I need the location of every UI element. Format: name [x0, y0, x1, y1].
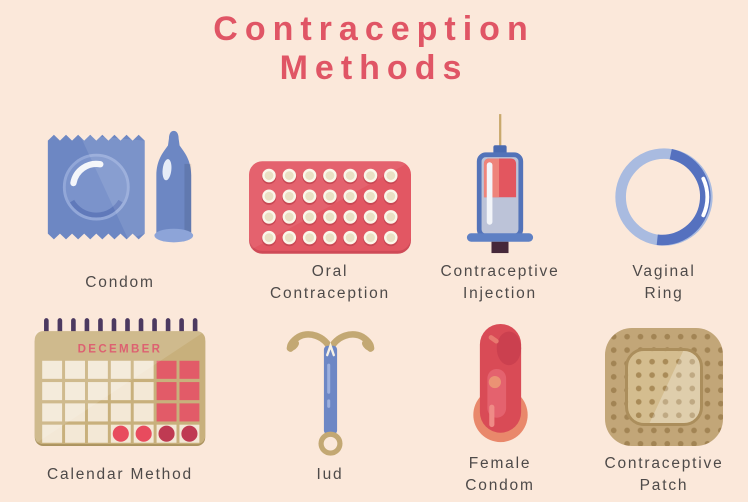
method-condom: Condom: [0, 110, 240, 310]
syringe-icon: [448, 110, 552, 256]
method-vaginal-ring: Vaginal Ring: [580, 110, 748, 310]
method-female-condom: Female Condom: [420, 310, 580, 502]
method-contraceptive-patch: Contraceptive Patch: [580, 310, 748, 502]
patch-illustration: [605, 328, 723, 447]
pill-pack-icon: [249, 110, 411, 256]
condom-icon: [43, 110, 198, 256]
female-condom-icon: [463, 310, 538, 448]
method-label-female-condom: Female Condom: [465, 454, 535, 495]
contraception-methods-poster: Contraception Methods Condom: [34, 10, 723, 494]
method-label-condom: Condom: [85, 274, 155, 292]
syringe-illustration: [466, 114, 534, 254]
method-label-contraceptive-patch: Contraceptive Patch: [604, 454, 724, 495]
iud-illustration: [286, 331, 374, 456]
female-condom-illustration: [472, 324, 528, 443]
iud-icon: [274, 310, 387, 456]
method-oral-contraception: Oral Contraception: [240, 110, 420, 310]
ring-illustration: [615, 148, 713, 246]
method-label-oral-contraception: Oral Contraception: [270, 262, 390, 303]
condom-illustration: [47, 131, 193, 243]
method-label-vaginal-ring: Vaginal Ring: [632, 262, 696, 303]
method-contraceptive-injection: Contraceptive Injection: [420, 110, 580, 310]
calendar-month-label: DECEMBER: [78, 344, 163, 356]
methods-grid: Condom Oral Contraception: [0, 110, 748, 502]
patch-icon: [605, 310, 723, 448]
method-label-contraceptive-injection: Contraceptive Injection: [440, 262, 560, 303]
ring-icon: [611, 110, 717, 256]
calendar-illustration: DECEMBER: [34, 318, 206, 447]
method-label-iud: Iud: [316, 466, 344, 484]
method-calendar: DECEMBER Calendar Method: [0, 310, 240, 502]
pill-pack-illustration: [249, 161, 411, 254]
calendar-icon: DECEMBER: [32, 310, 208, 448]
method-iud: Iud: [240, 310, 420, 502]
method-label-calendar: Calendar Method: [47, 466, 193, 484]
page-title: Contraception Methods: [213, 10, 535, 87]
patch-inner-pad: [625, 348, 703, 427]
